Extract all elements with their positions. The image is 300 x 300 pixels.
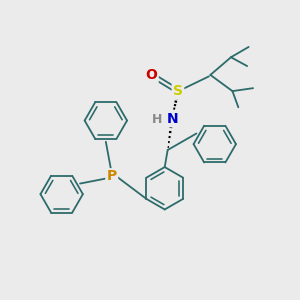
Text: O: O	[146, 68, 158, 82]
Text: N: N	[166, 112, 178, 126]
Text: S: S	[173, 84, 183, 98]
Text: H: H	[152, 112, 162, 126]
Text: P: P	[106, 169, 117, 184]
